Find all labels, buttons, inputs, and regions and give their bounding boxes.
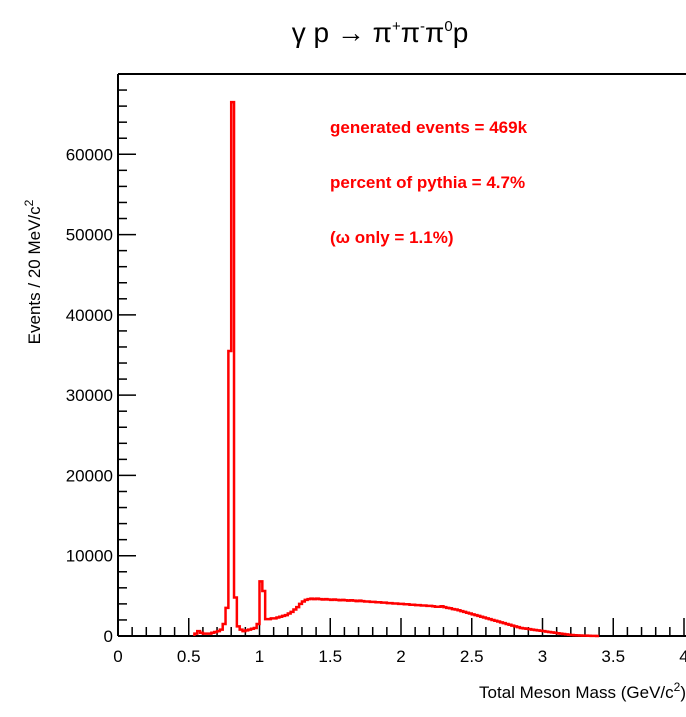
annotation-generated-events: generated events = 469k [330, 118, 528, 137]
x-tick-label: 4 [679, 647, 686, 666]
x-tick-label: 3 [538, 647, 547, 666]
y-tick-label: 20000 [66, 466, 113, 485]
x-tick-label: 2.5 [460, 647, 484, 666]
y-tick-label: 60000 [66, 145, 113, 164]
histogram-series [193, 100, 600, 638]
y-axis-title: Events / 20 MeV/c2 [22, 199, 44, 344]
y-tick-label: 0 [104, 627, 113, 646]
chart-title: γ p → π+π-π0p [292, 17, 469, 48]
y-tick-label: 50000 [66, 226, 113, 245]
x-tick-label: 3.5 [601, 647, 625, 666]
x-tick-labels: 0 0.5 1 1.5 2 2.5 3 3.5 4 [113, 647, 686, 666]
y-tick-label: 30000 [66, 386, 113, 405]
x-tick-label: 1.5 [318, 647, 342, 666]
y-tick-labels: 0 10000 20000 30000 40000 50000 60000 [66, 145, 113, 646]
tick-marks [117, 73, 685, 637]
x-tick-label: 2 [396, 647, 405, 666]
x-tick-label: 0.5 [177, 647, 201, 666]
x-tick-label: 1 [255, 647, 264, 666]
annotation-omega-only: (ω only = 1.1%) [330, 228, 453, 247]
y-tick-label: 40000 [66, 306, 113, 325]
y-tick-label: 10000 [66, 547, 113, 566]
annotation-percent-pythia: percent of pythia = 4.7% [330, 173, 525, 192]
x-axis-title: Total Meson Mass (GeV/c2) [479, 680, 686, 702]
x-tick-label: 0 [113, 647, 122, 666]
